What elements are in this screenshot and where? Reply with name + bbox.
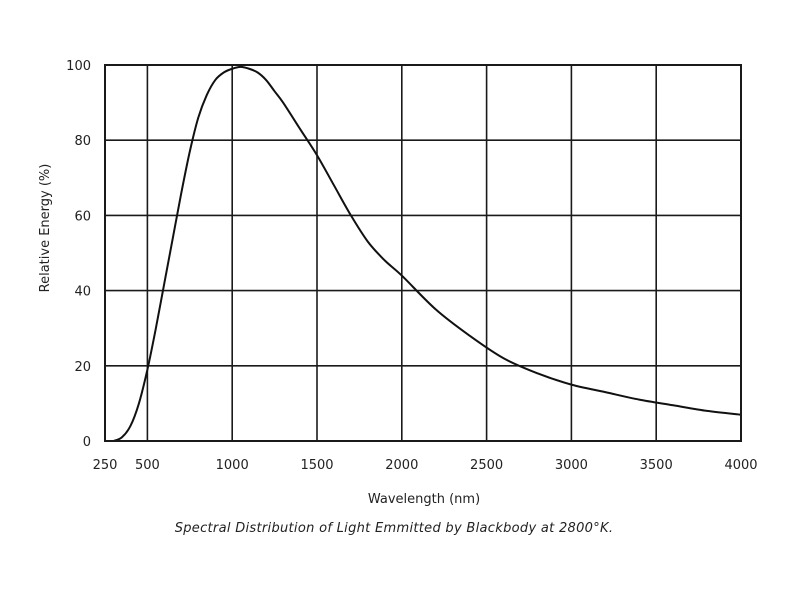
y-tick-label-100: 100 — [66, 59, 91, 74]
x-axis-title: Wavelength (nm) — [368, 492, 480, 507]
series-line-0 — [112, 65, 742, 442]
y-tick-label-40: 40 — [74, 285, 91, 300]
y-tick-label-60: 60 — [74, 209, 91, 224]
x-tick-label-500: 500 — [135, 458, 160, 473]
grid — [105, 65, 741, 441]
chart-caption: Spectral Distribution of Light Emmitted … — [175, 521, 614, 536]
x-tick-label-4000: 4000 — [724, 458, 757, 473]
y-tick-label-20: 20 — [74, 360, 91, 375]
series-layer — [112, 65, 742, 442]
x-tick-labels: 250 500 1000 1500 2000 2500 3000 3500 4000 — [93, 458, 758, 473]
x-tick-label-2500: 2500 — [470, 458, 503, 473]
plot-frame — [104, 64, 742, 442]
y-tick-label-0: 0 — [83, 435, 91, 450]
x-tick-label-250: 250 — [93, 458, 118, 473]
plot-border — [104, 64, 742, 442]
x-tick-label-3500: 3500 — [640, 458, 673, 473]
x-tick-label-2000: 2000 — [385, 458, 418, 473]
x-tick-label-1500: 1500 — [300, 458, 333, 473]
y-axis-title: Relative Energy (%) — [38, 164, 53, 293]
y-tick-labels: 0 20 40 60 80 100 — [66, 59, 91, 450]
y-tick-label-80: 80 — [74, 134, 91, 149]
x-tick-label-3000: 3000 — [555, 458, 588, 473]
x-tick-label-1000: 1000 — [216, 458, 249, 473]
